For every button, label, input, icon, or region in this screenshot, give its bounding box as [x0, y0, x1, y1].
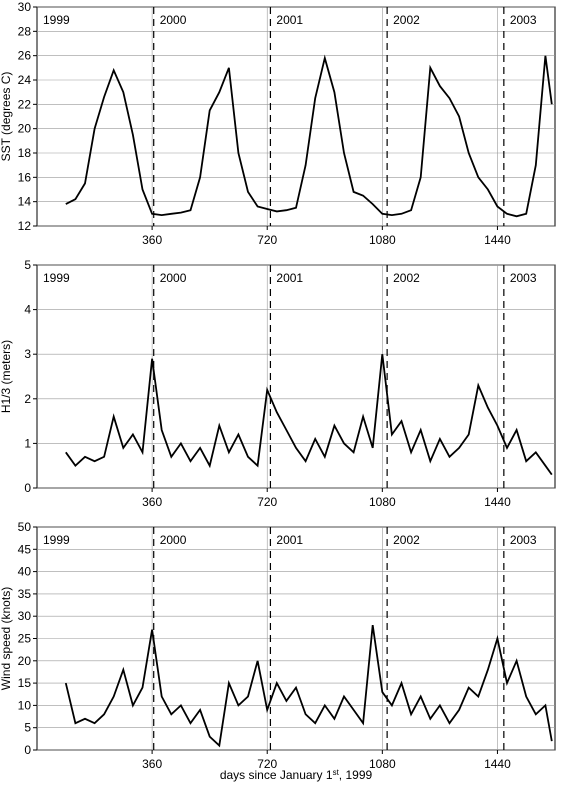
x-tick-label: 360 [142, 233, 162, 247]
year-label: 2003 [510, 533, 537, 547]
year-label: 2003 [510, 13, 537, 27]
y-tick-label: 4 [24, 303, 31, 317]
x-tick-label: 1080 [369, 757, 396, 771]
y-tick-label: 10 [18, 698, 32, 712]
data-line [65, 54, 553, 218]
year-label: 2000 [160, 271, 187, 285]
y-tick-label: 35 [18, 587, 32, 601]
year-label: 1999 [43, 13, 70, 27]
year-label: 1999 [43, 271, 70, 285]
year-label: 1999 [43, 533, 70, 547]
year-label: 2000 [160, 13, 187, 27]
y-tick-label: 20 [18, 122, 32, 136]
y-tick-label: 0 [24, 743, 31, 757]
y-axis-label: SST (degrees C) [0, 72, 13, 162]
y-tick-label: 25 [18, 632, 32, 646]
x-tick-label: 720 [257, 757, 277, 771]
x-tick-label: 360 [142, 495, 162, 509]
x-tick-label: 720 [257, 233, 277, 247]
x-tick-label: 1080 [369, 233, 396, 247]
year-label: 2003 [510, 271, 537, 285]
y-tick-label: 5 [24, 258, 31, 272]
y-tick-label: 24 [18, 73, 32, 87]
data-line [64, 624, 553, 748]
year-label: 2000 [160, 533, 187, 547]
year-label: 2001 [276, 533, 303, 547]
x-axis-label-part: , 1999 [339, 768, 373, 782]
y-tick-label: 14 [18, 195, 32, 209]
y-tick-label: 0 [24, 481, 31, 495]
y-tick-label: 28 [18, 24, 32, 38]
y-tick-label: 50 [18, 520, 32, 534]
year-label: 2002 [393, 13, 420, 27]
y-axis-label: H1/3 (meters) [0, 340, 13, 413]
x-tick-label: 720 [257, 495, 277, 509]
y-tick-label: 2 [24, 392, 31, 406]
y-tick-label: 16 [18, 170, 32, 184]
y-tick-label: 45 [18, 542, 32, 556]
y-tick-label: 40 [18, 565, 32, 579]
y-axis-label: Wind speed (knots) [0, 587, 13, 690]
y-tick-label: 5 [24, 721, 31, 735]
y-tick-label: 12 [18, 219, 32, 233]
x-axis-label: days since January 1st, 1999 [220, 768, 373, 783]
y-tick-label: 30 [18, 0, 32, 14]
data-line [65, 354, 553, 476]
y-tick-label: 30 [18, 609, 32, 623]
year-label: 2002 [393, 533, 420, 547]
y-tick-label: 22 [18, 97, 32, 111]
x-tick-label: 360 [142, 757, 162, 771]
plot-frame [36, 6, 556, 227]
plot-frame [36, 264, 556, 489]
year-label: 2002 [393, 271, 420, 285]
year-label: 2001 [276, 271, 303, 285]
x-axis-label-part: st [333, 768, 340, 777]
x-tick-label: 1440 [484, 233, 511, 247]
year-label: 2001 [276, 13, 303, 27]
x-tick-label: 1080 [369, 495, 396, 509]
y-tick-label: 3 [24, 347, 31, 361]
x-tick-label: 1440 [484, 495, 511, 509]
y-tick-label: 1 [24, 436, 31, 450]
y-tick-label: 15 [18, 676, 32, 690]
x-tick-label: 1440 [484, 757, 511, 771]
x-axis-label-part: days since January 1 [220, 768, 333, 782]
y-tick-label: 26 [18, 49, 32, 63]
y-tick-label: 20 [18, 654, 32, 668]
y-tick-label: 18 [18, 146, 32, 160]
